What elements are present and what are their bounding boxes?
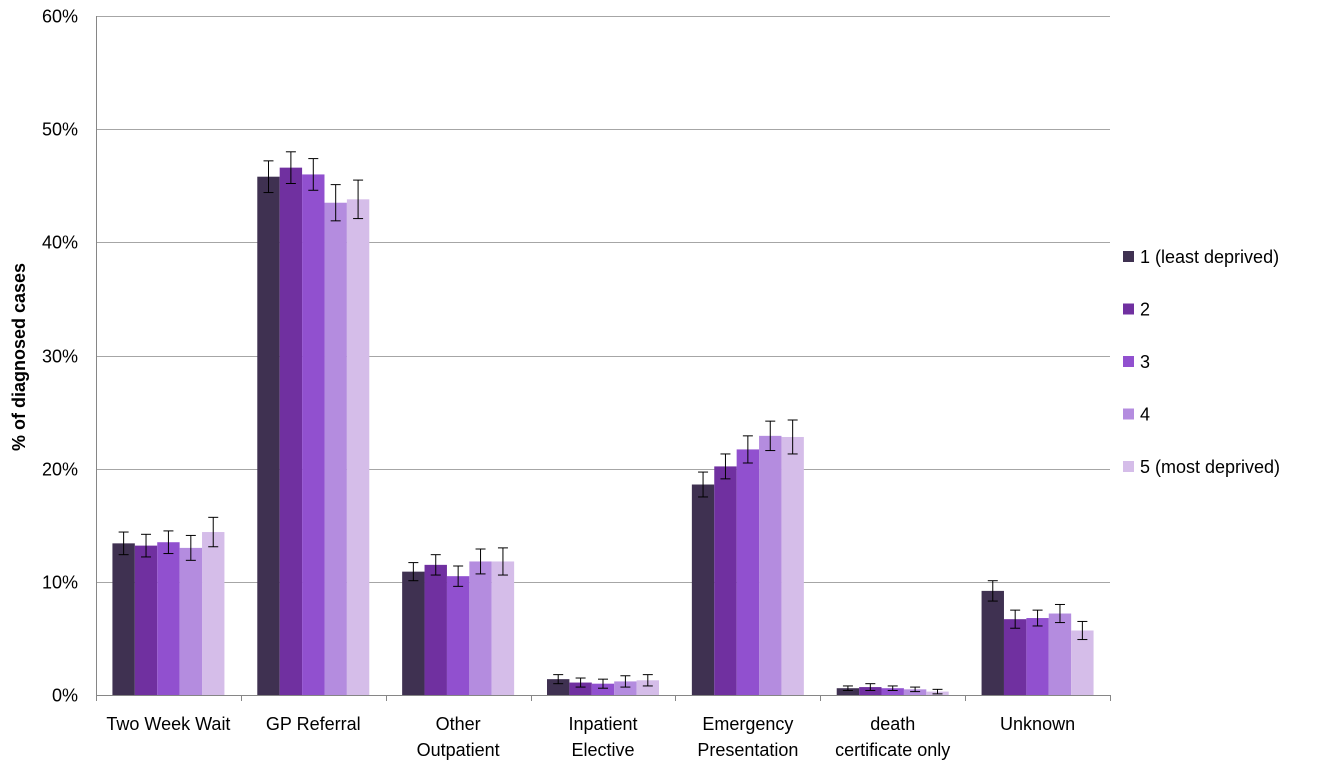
bar-layer: [112, 167, 1094, 696]
bar: [636, 680, 659, 695]
y-tick-label: 30%: [42, 347, 78, 367]
bar: [302, 174, 325, 695]
x-category-label: Elective: [571, 740, 634, 760]
bar: [279, 167, 303, 696]
x-category-label: GP Referral: [266, 714, 361, 734]
bar: [569, 682, 592, 695]
legend-swatch: [1123, 303, 1134, 315]
bar: [346, 199, 370, 695]
x-category-label: Presentation: [697, 740, 798, 760]
x-category-label: death: [870, 714, 915, 734]
legend-label: 1 (least deprived): [1140, 247, 1279, 267]
bar: [157, 542, 180, 695]
x-category-label: Other: [436, 714, 481, 734]
bar: [202, 532, 225, 695]
x-category-label: Outpatient: [417, 740, 500, 760]
bar: [469, 561, 492, 695]
legend-swatch: [1123, 251, 1134, 262]
legend-label: 2: [1140, 300, 1150, 320]
bar: [591, 683, 615, 695]
y-tick-label: 40%: [42, 233, 78, 253]
axis-layer: [96, 16, 1111, 701]
y-tick-label: 10%: [42, 573, 78, 593]
legend-label: 5 (most deprived): [1140, 457, 1280, 477]
y-tick-label: 60%: [42, 7, 78, 27]
bar: [759, 435, 782, 695]
error-bar-layer: [118, 151, 1088, 695]
bar: [424, 564, 447, 695]
bar: [134, 545, 158, 695]
bar: [714, 466, 737, 695]
bar: [324, 202, 347, 695]
bar: [836, 688, 860, 695]
bar: [257, 176, 280, 696]
bar: [614, 681, 637, 695]
y-tick-label: 50%: [42, 120, 78, 140]
x-category-label: Two Week Wait: [106, 714, 230, 734]
x-category-label: certificate only: [835, 740, 950, 760]
legend-label: 3: [1140, 352, 1150, 372]
bar: [179, 547, 203, 695]
legend-swatch: [1123, 356, 1134, 367]
bar: [736, 449, 760, 695]
x-category-label: Unknown: [1000, 714, 1075, 734]
x-category-label: Inpatient: [568, 714, 637, 734]
bar: [1071, 630, 1094, 695]
x-category-label: Emergency: [702, 714, 793, 734]
bar: [491, 561, 515, 695]
legend-swatch: [1123, 408, 1134, 420]
bar: [691, 484, 715, 695]
bar: [112, 543, 135, 695]
bar: [859, 687, 882, 695]
y-tick-label: 20%: [42, 460, 78, 480]
bar: [402, 571, 425, 695]
bar: [981, 590, 1004, 695]
grid-layer: [96, 16, 1110, 583]
legend-label: 4: [1140, 405, 1150, 425]
bar: [1026, 618, 1049, 695]
bar: [881, 688, 904, 695]
legend-swatch: [1123, 461, 1134, 472]
bar: [1048, 613, 1072, 695]
y-axis-title: % of diagnosed cases: [9, 263, 29, 451]
bar: [903, 689, 927, 695]
legend: 1 (least deprived) 2 3 4 5 (most deprived): [1123, 247, 1280, 477]
bar: [1003, 619, 1027, 695]
bar: [547, 679, 570, 695]
label-layer: 0% 10% 20% 30% 40% 50% 60% Two Week Wait GP Refe…: [42, 7, 1075, 761]
bar: [446, 576, 470, 695]
bar: [781, 436, 804, 695]
y-tick-label: 0%: [52, 686, 78, 706]
